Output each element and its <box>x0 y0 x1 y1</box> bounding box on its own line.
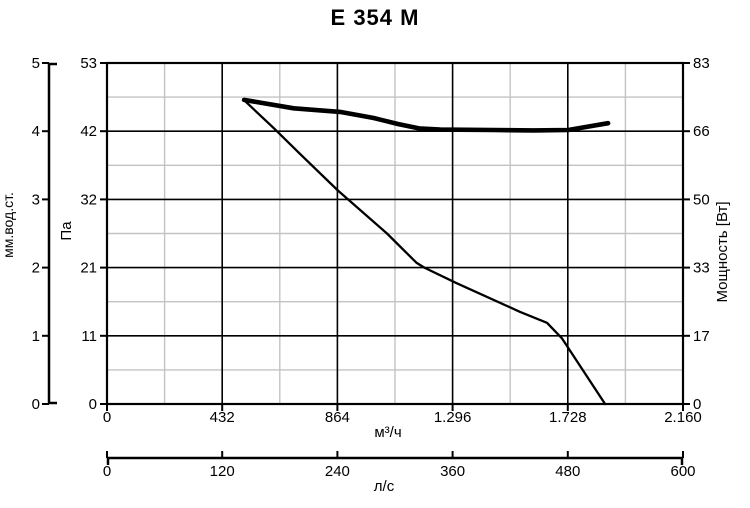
m3h-axis-tick-label: 0 <box>103 409 111 426</box>
mm-axis-tick-label: 1 <box>32 328 40 345</box>
mm-axis-label: мм.вод.ст. <box>0 192 16 258</box>
pa-axis-tick-label: 0 <box>89 396 97 413</box>
ls-axis-tick-label: 240 <box>325 463 350 480</box>
m3h-axis-tick-label: 1.296 <box>434 409 472 426</box>
m3h-axis-tick-label: 432 <box>210 409 235 426</box>
m3h-axis-label: м³/ч <box>374 424 401 441</box>
ls-axis-label: л/с <box>374 478 395 495</box>
power-axis-label: Мощность [Вт] <box>714 201 731 302</box>
mm-axis-tick-label: 0 <box>32 396 40 413</box>
ls-axis-tick-label: 480 <box>555 463 580 480</box>
m3h-axis-tick-label: 864 <box>325 409 350 426</box>
pa-axis-tick-label: 42 <box>80 123 97 140</box>
chart-title: E 354 M <box>330 5 420 30</box>
m3h-axis-tick-label: 1.728 <box>549 409 587 426</box>
ls-axis-tick-label: 0 <box>103 463 111 480</box>
ls-axis-tick-label: 600 <box>670 463 695 480</box>
pa-axis-tick-label: 21 <box>80 260 97 277</box>
power-axis-tick-label: 83 <box>693 55 710 72</box>
power-axis-tick-label: 66 <box>693 123 710 140</box>
power-curve <box>241 97 611 133</box>
power-axis-tick-label: 33 <box>693 260 710 277</box>
mm-axis-tick-label: 2 <box>32 260 40 277</box>
mm-axis-tick-label: 3 <box>32 191 40 208</box>
mm-axis-tick-label: 5 <box>32 55 40 72</box>
pa-axis-tick-label: 53 <box>80 55 97 72</box>
power-axis-tick-label: 0 <box>693 396 701 413</box>
plot-frame <box>105 61 685 406</box>
power-axis-tick-label: 50 <box>693 191 710 208</box>
pressure-curve <box>242 99 607 406</box>
power-axis-tick-label: 17 <box>693 328 710 345</box>
m3h-axis-tick-label: 2.160 <box>664 409 702 426</box>
pa-axis-tick-label: 32 <box>80 191 97 208</box>
pa-axis-tick-label: 11 <box>81 328 97 345</box>
ls-axis-tick-label: 120 <box>210 463 235 480</box>
pa-axis-label: Па <box>58 221 75 241</box>
mm-axis-tick-label: 4 <box>32 123 40 140</box>
ls-axis-tick-label: 360 <box>440 463 465 480</box>
